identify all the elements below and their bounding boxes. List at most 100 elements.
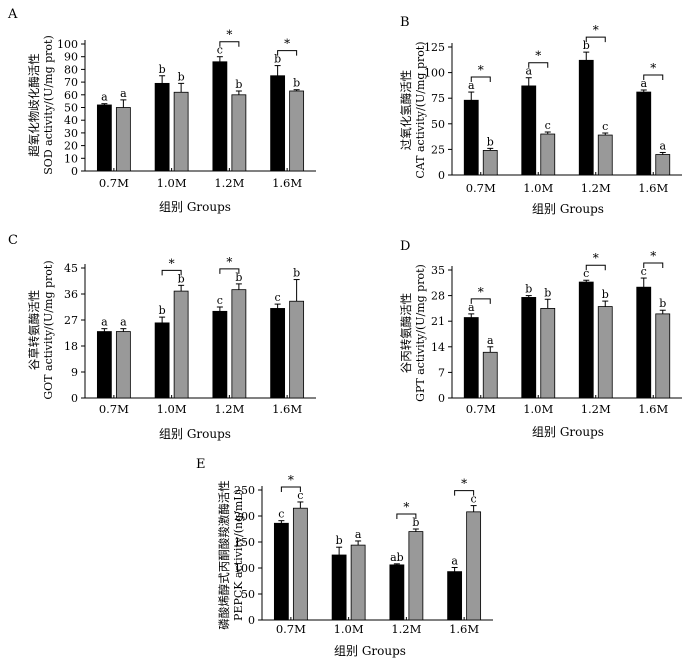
y-tick-label: 125 bbox=[424, 41, 445, 54]
significance-letter: b bbox=[544, 286, 551, 299]
bar-black-1.2M bbox=[578, 59, 594, 176]
y-axis-label-en: GPT activity/(U/mg prot) bbox=[414, 264, 427, 402]
bar-gray-1.0M bbox=[350, 544, 366, 621]
bar-black-1.2M bbox=[578, 281, 594, 399]
significance-bracket bbox=[219, 41, 240, 47]
category-label: 1.6M bbox=[272, 402, 302, 416]
significance-star: * bbox=[288, 473, 294, 487]
bar-gray-1.6M bbox=[655, 154, 671, 176]
bar-black-0.7M bbox=[96, 331, 112, 399]
significance-star: * bbox=[169, 256, 175, 270]
y-axis-label-cn: 谷丙转氨酶活性 bbox=[399, 293, 413, 374]
significance-bracket bbox=[219, 268, 240, 274]
bar-gray-1.0M bbox=[540, 133, 556, 176]
y-tick-label: 27 bbox=[64, 314, 78, 327]
bar-black-1.6M bbox=[270, 75, 286, 172]
bar-black-1.0M bbox=[331, 554, 347, 621]
y-axis-label-en: GOT activity/(U/mg prot) bbox=[42, 260, 55, 399]
significance-bracket bbox=[396, 513, 417, 519]
category-label: 1.6M bbox=[272, 176, 302, 190]
y-tick-label: 50 bbox=[64, 102, 78, 115]
significance-letter: a bbox=[468, 301, 475, 314]
significance-bracket bbox=[277, 50, 298, 56]
bar-gray-1.6M bbox=[289, 90, 305, 172]
significance-bracket bbox=[585, 36, 606, 43]
significance-letter: a bbox=[640, 77, 647, 90]
y-tick-label: 36 bbox=[64, 288, 78, 301]
significance-letter: c bbox=[275, 291, 281, 304]
significance-letter: b bbox=[487, 135, 494, 148]
y-axis-label-en: PEPCK activity/(ng/mL) bbox=[232, 489, 245, 621]
significance-letter: b bbox=[293, 267, 300, 280]
x-axis-title: 组别 Groups bbox=[532, 425, 604, 439]
bar-gray-1.2M bbox=[231, 94, 247, 172]
bar-gray-0.7M bbox=[115, 107, 131, 172]
significance-letter: b bbox=[178, 272, 185, 285]
bar-gray-0.7M bbox=[115, 331, 131, 399]
y-tick-label: 50 bbox=[241, 588, 255, 601]
bar-black-0.7M bbox=[273, 522, 289, 621]
category-label: 0.7M bbox=[466, 181, 496, 195]
significance-letter: b bbox=[159, 63, 166, 76]
bar-gray-0.7M bbox=[482, 150, 498, 176]
y-axis-label-cn: 超氧化物歧化酶活性 bbox=[27, 53, 41, 157]
y-tick-label: 0 bbox=[438, 392, 445, 405]
bar-black-1.6M bbox=[447, 571, 463, 621]
y-tick-label: 40 bbox=[64, 114, 78, 127]
significance-letter: c bbox=[217, 294, 223, 307]
significance-letter: c bbox=[217, 44, 223, 57]
significance-letter: b bbox=[525, 283, 532, 296]
bar-gray-1.0M bbox=[173, 91, 189, 172]
category-label: 1.2M bbox=[581, 181, 611, 195]
y-tick-label: 100 bbox=[234, 562, 255, 575]
significance-letter: c bbox=[278, 508, 284, 521]
chart-panel-d: D 0 7 14 21 28 35 谷丙转氨酶活性 GPT activity/(U/mg pro… bbox=[399, 239, 682, 439]
category-label: 1.2M bbox=[214, 402, 244, 416]
category-label: 1.2M bbox=[391, 622, 421, 636]
significance-star: * bbox=[650, 249, 656, 263]
bar-black-1.2M bbox=[212, 61, 228, 172]
x-axis-title: 组别 Groups bbox=[532, 202, 604, 216]
category-label: 1.6M bbox=[449, 622, 479, 636]
category-label: 1.6M bbox=[638, 181, 668, 195]
bar-black-1.2M bbox=[212, 310, 228, 399]
significance-letter: b bbox=[659, 297, 666, 310]
bar-gray-1.2M bbox=[597, 134, 613, 176]
y-tick-label: 0 bbox=[248, 614, 255, 627]
y-axis-label-cn: 过氧化氢酶活性 bbox=[399, 70, 413, 151]
y-tick-label: 100 bbox=[424, 67, 445, 80]
y-tick-label: 150 bbox=[234, 536, 255, 549]
bar-gray-0.7M bbox=[292, 507, 308, 621]
y-tick-label: 90 bbox=[64, 51, 78, 64]
panel-letter: E bbox=[196, 457, 206, 472]
bar-black-1.0M bbox=[154, 322, 170, 399]
significance-bracket bbox=[470, 76, 491, 83]
bar-black-1.6M bbox=[270, 308, 286, 399]
significance-letter: c bbox=[297, 489, 303, 502]
bar-black-1.0M bbox=[154, 82, 170, 172]
bar-black-0.7M bbox=[96, 104, 112, 172]
significance-star: * bbox=[593, 23, 599, 37]
bar-gray-0.7M bbox=[482, 351, 498, 399]
significance-letter: b bbox=[178, 70, 185, 83]
y-tick-label: 25 bbox=[431, 143, 445, 156]
significance-letter: a bbox=[525, 65, 532, 78]
panel-letter: D bbox=[400, 239, 410, 254]
category-label: 1.2M bbox=[214, 176, 244, 190]
y-tick-label: 0 bbox=[438, 169, 445, 182]
bar-black-1.0M bbox=[521, 297, 537, 399]
significance-letter: b bbox=[274, 53, 281, 66]
y-tick-label: 7 bbox=[438, 366, 445, 379]
y-tick-label: 0 bbox=[71, 165, 78, 178]
significance-bracket bbox=[643, 74, 664, 81]
y-tick-label: 9 bbox=[71, 366, 78, 379]
bar-gray-1.2M bbox=[408, 531, 424, 621]
significance-star: * bbox=[226, 255, 232, 269]
significance-letter: a bbox=[101, 316, 108, 329]
panel-letter: B bbox=[400, 15, 410, 30]
significance-letter: b bbox=[336, 534, 343, 547]
category-label: 1.2M bbox=[581, 402, 611, 416]
significance-letter: c bbox=[602, 120, 608, 133]
